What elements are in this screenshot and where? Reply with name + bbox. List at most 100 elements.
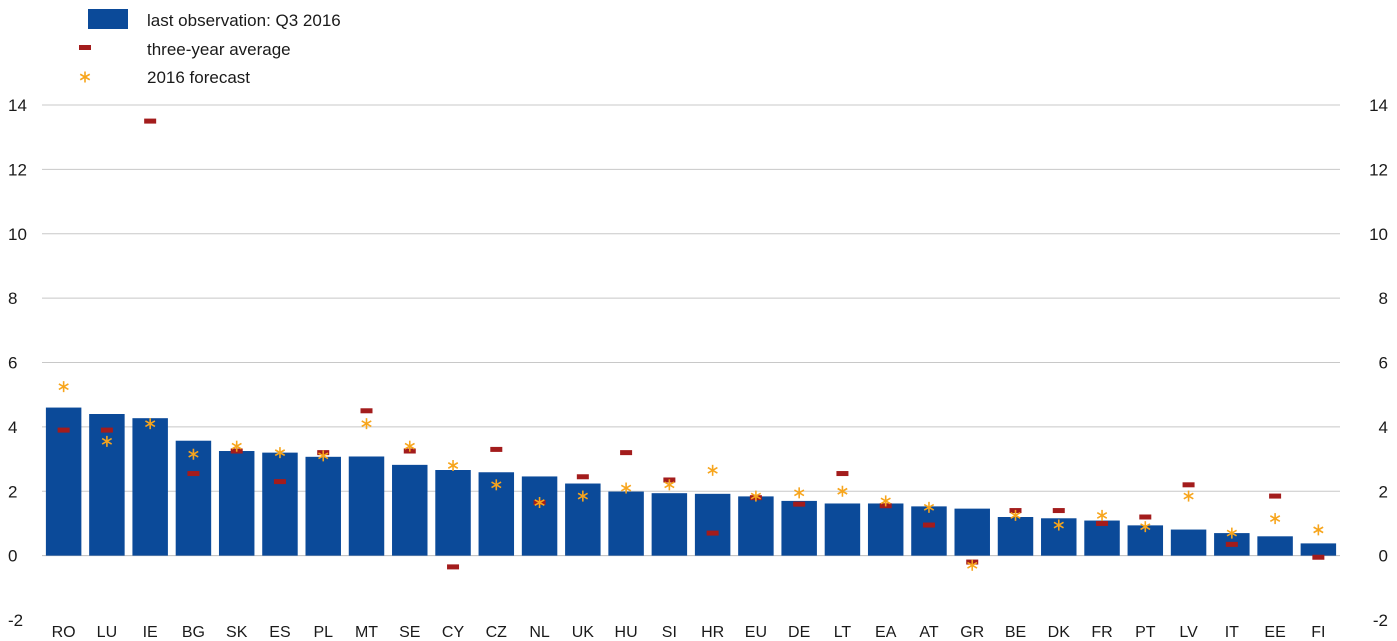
forecast-marker-SE xyxy=(404,440,415,452)
avg-marker-UK xyxy=(576,474,589,480)
forecast-marker-NL xyxy=(534,497,545,509)
forecast-marker-RO xyxy=(58,381,69,393)
forecast-marker-DK xyxy=(1053,519,1064,531)
x-tick-label-NL: NL xyxy=(529,624,550,641)
bar-AT xyxy=(911,506,947,556)
avg-marker-AT xyxy=(922,522,935,528)
forecast-marker-AT xyxy=(923,501,935,513)
forecast-marker-IE xyxy=(145,418,156,430)
x-tick-label-HR: HR xyxy=(701,624,724,641)
x-tick-label-SE: SE xyxy=(399,624,420,641)
y-tick-label-right: 8 xyxy=(1379,289,1388,308)
forecast-marker-EU xyxy=(750,490,762,502)
forecast-marker-BE xyxy=(1010,509,1021,521)
x-tick-label-UK: UK xyxy=(572,624,595,641)
x-tick-label-PT: PT xyxy=(1135,624,1156,641)
y-axis-right: -2 0 2 4 6 8 10 12 14 xyxy=(1369,96,1388,630)
x-tick-label-MT: MT xyxy=(355,624,378,641)
y-tick-label-left: 0 xyxy=(8,547,17,566)
x-tick-label-FR: FR xyxy=(1091,624,1112,641)
y-tick-label-right: 2 xyxy=(1379,482,1388,501)
avg-marker-ES xyxy=(273,479,286,485)
forecast-marker-IT xyxy=(1226,527,1237,539)
avg-marker-DK xyxy=(1052,508,1065,514)
forecast-marker-GR xyxy=(967,559,978,571)
forecast-marker-BG xyxy=(188,448,199,460)
bar-FI xyxy=(1300,543,1337,556)
x-tick-label-SK: SK xyxy=(226,624,248,641)
x-tick-label-EA: EA xyxy=(875,624,897,641)
bar-FR xyxy=(1084,520,1120,556)
x-tick-label-IE: IE xyxy=(143,624,158,641)
y-tick-label-left: 4 xyxy=(8,418,17,437)
y-tick-label-right: 4 xyxy=(1379,418,1388,437)
bar-series xyxy=(45,407,1337,556)
forecast-marker-SI xyxy=(664,479,675,491)
forecast-marker-EA xyxy=(880,495,891,507)
bar-SI xyxy=(651,493,688,556)
forecast-marker-LT xyxy=(837,485,848,497)
avg-marker-HU xyxy=(620,450,633,456)
x-tick-label-IT: IT xyxy=(1225,624,1239,641)
bar-NL xyxy=(521,476,558,556)
avg-marker-LT xyxy=(836,471,849,477)
avg-marker-LU xyxy=(100,427,113,433)
forecast-marker-PL xyxy=(318,450,329,462)
avg-marker-EE xyxy=(1269,493,1282,499)
bar-GR xyxy=(954,508,990,556)
y-tick-label-right: 12 xyxy=(1369,160,1388,179)
y-tick-label-left: -2 xyxy=(8,611,23,630)
x-tick-label-BE: BE xyxy=(1005,624,1026,641)
bar-CY xyxy=(435,470,471,556)
x-tick-label-EU: EU xyxy=(745,624,767,641)
forecast-marker-CZ xyxy=(491,479,502,491)
forecast-marker-HU xyxy=(620,482,632,494)
legend-bar-label: last observation: Q3 2016 xyxy=(147,11,341,30)
forecast-marker-ES xyxy=(274,447,286,459)
y-tick-label-right: -2 xyxy=(1373,611,1388,630)
bar-HR xyxy=(694,493,731,556)
forecast-marker-PT xyxy=(1140,521,1151,533)
forecast-marker-DE xyxy=(794,487,805,499)
bar-LT xyxy=(824,503,861,556)
forecast-marker-MT xyxy=(361,418,372,430)
forecast-marker-CY xyxy=(447,460,459,471)
bar-EA xyxy=(867,503,904,556)
gridlines xyxy=(42,104,1340,557)
x-tick-label-GR: GR xyxy=(960,624,984,641)
bar-SK xyxy=(218,451,255,556)
forecast-marker-SK xyxy=(231,440,242,452)
x-tick-label-LU: LU xyxy=(97,624,117,641)
bar-SE xyxy=(392,464,428,556)
legend-star-swatch xyxy=(79,71,91,83)
y-tick-label-left: 10 xyxy=(8,225,27,244)
y-tick-label-left: 6 xyxy=(8,354,17,373)
x-tick-label-PL: PL xyxy=(313,624,333,641)
x-tick-label-FI: FI xyxy=(1311,624,1325,641)
x-tick-label-RO: RO xyxy=(52,624,76,641)
forecast-marker-LU xyxy=(101,435,113,447)
legend-dash-swatch xyxy=(79,45,91,50)
bar-BE xyxy=(997,517,1034,556)
bar-IE xyxy=(132,418,168,556)
bar-HU xyxy=(608,491,644,556)
forecast-marker-LV xyxy=(1183,490,1194,502)
forecast-marker-UK xyxy=(577,490,588,502)
bar-EU xyxy=(738,496,774,556)
legend-dash-label: three-year average xyxy=(147,40,291,59)
y-tick-label-right: 14 xyxy=(1369,96,1388,115)
bar-DE xyxy=(781,500,817,556)
legend-star-glyph xyxy=(79,71,91,83)
avg-marker-CY xyxy=(447,564,460,570)
avg-marker-CZ xyxy=(490,446,503,452)
forecast-marker-FR xyxy=(1096,509,1108,521)
x-tick-label-AT: AT xyxy=(919,624,938,641)
bar-PL xyxy=(305,456,341,556)
avg-marker-FI xyxy=(1312,554,1325,560)
x-tick-label-ES: ES xyxy=(269,624,290,641)
x-tick-label-CZ: CZ xyxy=(486,624,508,641)
avg-marker-LV xyxy=(1182,482,1195,488)
y-tick-label-left: 2 xyxy=(8,482,17,501)
y-tick-label-right: 0 xyxy=(1379,547,1388,566)
